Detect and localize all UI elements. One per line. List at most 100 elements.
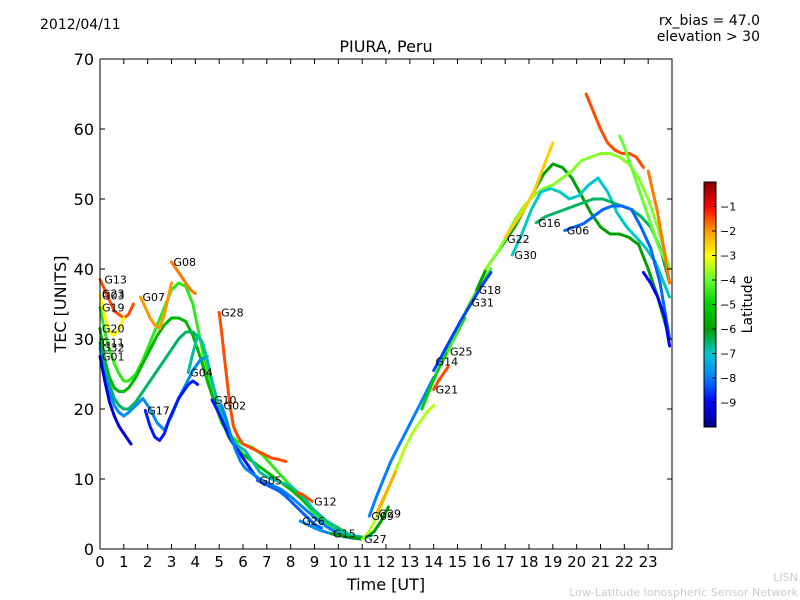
x-axis-label: Time [UT] xyxy=(346,575,425,594)
series-G02 xyxy=(220,404,364,541)
satellite-label-G16: G16 xyxy=(538,217,561,230)
satellite-label-G13: G13 xyxy=(104,274,127,287)
series-line-G08 xyxy=(170,260,197,295)
series-G22 xyxy=(484,152,672,271)
series-line-G06 xyxy=(563,204,672,341)
x-tick-label: 9 xyxy=(310,553,320,571)
colorbar-tick-label: −9 xyxy=(720,397,736,410)
series-line-G33 xyxy=(618,134,672,271)
series-G09 xyxy=(367,376,436,518)
x-tick-label: 14 xyxy=(424,553,443,571)
series-line-G07 xyxy=(139,281,173,330)
satellite-label-G30: G30 xyxy=(514,249,537,262)
colorbar-tick-label: −8 xyxy=(720,372,736,385)
chart-title: PIURA, Peru xyxy=(339,37,433,56)
x-tick-label: 10 xyxy=(329,553,348,571)
satellite-label-G11: G11 xyxy=(102,337,125,350)
series-line-G29 xyxy=(375,470,397,515)
satellite-label-G32: G32 xyxy=(102,341,125,354)
series-line-G28 xyxy=(217,310,288,463)
satellite-label-G07: G07 xyxy=(143,291,166,304)
date-label: 2012/04/11 xyxy=(40,17,121,33)
series-line-G01 xyxy=(98,355,133,446)
satellite-labels: G13G23G03G19G07G08G28G20G11G32G01G04G10G… xyxy=(102,217,589,546)
series-line-G23 xyxy=(98,293,126,337)
satellite-label-G19: G19 xyxy=(102,302,125,315)
x-tick-label: 15 xyxy=(448,553,467,571)
colorbar-tick-label: −6 xyxy=(720,323,736,336)
credit-footer: LISN Low-Latitude Ionospheric Sensor Net… xyxy=(569,570,798,600)
series-G30 xyxy=(510,176,672,299)
series-line-G17 xyxy=(143,379,200,442)
elevation-label: elevation > 30 xyxy=(656,29,760,45)
x-tick-label: 0 xyxy=(95,553,105,571)
series-G05 xyxy=(255,478,324,530)
satellite-label-G18: G18 xyxy=(479,284,502,297)
series-line-G35 xyxy=(641,271,672,348)
satellite-label-G06: G06 xyxy=(567,225,590,238)
series-G12 xyxy=(296,491,314,503)
x-tick-label: 20 xyxy=(567,553,586,571)
satellite-label-G10: G10 xyxy=(214,394,237,407)
satellite-label-G01: G01 xyxy=(102,351,125,364)
y-tick-label: 10 xyxy=(74,470,94,489)
x-tick-label: 11 xyxy=(353,553,372,571)
y-tick-label: 60 xyxy=(74,120,94,139)
y-tick-label: 30 xyxy=(74,330,94,349)
colorbar-tick-label: −7 xyxy=(720,348,736,361)
y-tick-label: 0 xyxy=(84,540,94,559)
satellite-label-G09: G09 xyxy=(371,510,394,523)
series-G33 xyxy=(618,134,672,271)
series-G28 xyxy=(217,310,288,463)
rx-bias-label: rx_bias = 47.0 xyxy=(658,13,760,29)
series-line-G05 xyxy=(255,478,324,530)
series-G21 xyxy=(432,365,450,391)
colorbar-label: Latitude xyxy=(740,276,756,334)
x-tick-label: 2 xyxy=(143,553,153,571)
x-tick-label: 17 xyxy=(496,553,515,571)
series-line-G27 xyxy=(360,404,436,541)
x-tick-label: 12 xyxy=(376,553,395,571)
series-line-G32 xyxy=(98,345,209,432)
series-G18 xyxy=(475,162,672,341)
series-line-G03 xyxy=(503,141,555,239)
satellite-label-G20: G20 xyxy=(102,323,125,336)
rx-bias-info: rx_bias = 47.0 elevation > 30 xyxy=(657,13,760,45)
satellite-label-G26: G26 xyxy=(302,515,325,528)
x-tick-label: 7 xyxy=(262,553,272,571)
satellite-label-G08: G08 xyxy=(174,256,197,269)
x-tick-label: 4 xyxy=(191,553,201,571)
series-G03 xyxy=(503,141,555,239)
colorbar-tick-label: −2 xyxy=(720,225,736,238)
x-tick-label: 5 xyxy=(214,553,224,571)
satellite-label-G04: G04 xyxy=(190,367,213,380)
series-G32 xyxy=(98,345,209,432)
y-tick-label: 70 xyxy=(74,50,94,69)
x-tick-label: 23 xyxy=(639,553,658,571)
series-G15 xyxy=(329,505,390,540)
satellite-label-G02: G02 xyxy=(224,400,247,413)
series-G24 xyxy=(584,92,645,169)
x-tick-label: 3 xyxy=(167,553,177,571)
satellite-label-G23: G23 xyxy=(102,288,125,301)
x-tick-label: 21 xyxy=(591,553,610,571)
series-G23 xyxy=(98,293,126,337)
series-line-G16 xyxy=(534,197,672,285)
series-line-G30 xyxy=(510,176,672,299)
colorbar: −1 −2 −3 −4 −5 −6 −7 −8 −9 Latitude xyxy=(703,181,756,428)
x-tick-label: 22 xyxy=(615,553,634,571)
colorbar-ticks: −1 −2 −3 −4 −5 −6 −7 −8 −9 xyxy=(712,201,736,410)
satellite-label-G25: G25 xyxy=(450,346,473,359)
series-G29 xyxy=(375,470,397,515)
colorbar-tick-label: −5 xyxy=(720,299,736,312)
credit-line-2: Low-Latitude Ionospheric Sensor Network xyxy=(569,586,798,599)
series-G31 xyxy=(432,271,493,372)
series-G16 xyxy=(534,197,672,285)
series-G20 xyxy=(98,316,364,540)
satellite-label-G05: G05 xyxy=(259,474,282,487)
satellite-label-G12: G12 xyxy=(314,495,337,508)
y-tick-label: 20 xyxy=(74,400,94,419)
series-line-G09 xyxy=(367,376,436,518)
series-line-G24 xyxy=(584,92,645,169)
colorbar-tick-label: −3 xyxy=(720,250,736,263)
